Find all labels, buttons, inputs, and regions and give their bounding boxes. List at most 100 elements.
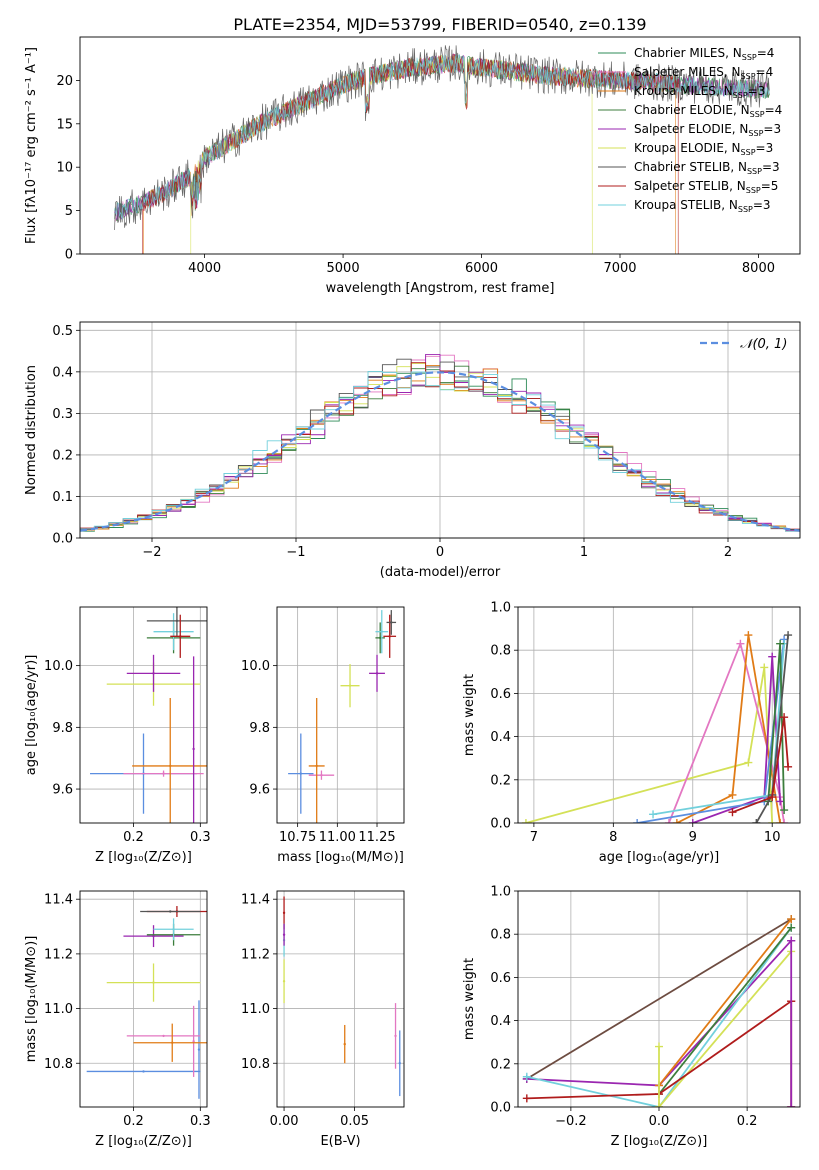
legend-entry: Kroupa MILES, NSSP=3 (634, 84, 765, 100)
series-line (526, 918, 792, 1080)
y-axis-label: mass [log₁₀(M/M⊙)] (24, 936, 39, 1063)
plus-marker (787, 915, 796, 924)
axes-frame (276, 606, 405, 824)
y-tick-label: 10.0 (44, 659, 73, 674)
panel-spectrum: 4000 5000 6000 7000 8000 0 5 10 15 20 wavelength [… (24, 36, 801, 296)
y-tick-label: 0.0 (490, 1101, 511, 1116)
data-point (343, 1042, 346, 1046)
panel-mass_vs_ebv: 0.00 0.05 10.8 11.0 11.2 11.4 E(B-V) (241, 890, 405, 1149)
y-axis-label: mass weight (462, 958, 477, 1040)
error-bar-point (308, 770, 335, 780)
legend-entry: Kroupa STELIB, NSSP=3 (634, 198, 771, 214)
axes-frame (79, 890, 208, 1108)
y-tick-label: 10 (56, 161, 73, 176)
y-tick-label: 11.4 (241, 893, 270, 908)
error-bar-point (383, 614, 397, 658)
x-tick-label: 1 (580, 545, 588, 560)
legend-entry: Salpeter STELIB, NSSP=5 (634, 179, 778, 195)
data-point (299, 772, 303, 775)
error-bar-point (140, 910, 201, 913)
y-tick-label: 0.3 (52, 407, 73, 422)
y-tick-label: 11.4 (44, 893, 73, 908)
error-bar-point (375, 622, 385, 654)
error-bar-point (369, 654, 385, 692)
panel-mass_vs_Z: 0.2 0.3 10.8 11.0 11.2 11.4 Z [log₁₀(Z/Z⊙)] mas… (24, 890, 211, 1149)
plot-area (80, 353, 800, 532)
x-tick-label: 5000 (327, 261, 360, 276)
y-tick-label: 0 (65, 248, 73, 263)
data-point (152, 934, 155, 938)
y-tick-label: 9.6 (52, 783, 73, 798)
series-line (190, 54, 593, 254)
series-line (732, 717, 789, 814)
x-tick-label: 0.2 (123, 830, 144, 845)
series-line (692, 656, 781, 823)
axes-frame (79, 36, 801, 255)
series-line (676, 634, 781, 823)
plus-marker (521, 819, 530, 823)
y-tick-label: 0.5 (52, 324, 73, 339)
plot-area (90, 607, 207, 823)
panel-age_vs_mass: 10.75 11.00 11.25 9.6 9.8 10.0 mass [log₁₀(M/M… (241, 606, 405, 865)
plus-marker (664, 819, 673, 823)
data-point (162, 772, 165, 775)
y-tick-label: 0.4 (490, 730, 511, 745)
x-axis-label: Z [log₁₀(Z/Z⊙)] (95, 1134, 192, 1149)
x-axis-label: age [log₁₀(age/yr)] (599, 850, 720, 865)
y-tick-label: 0.4 (52, 365, 73, 380)
data-point (192, 1040, 195, 1043)
y-tick-label: 0.0 (52, 532, 73, 547)
plus-marker (728, 808, 737, 817)
x-tick-label: 0.2 (123, 1114, 144, 1129)
error-bar-point (170, 614, 191, 658)
data-point (320, 773, 323, 777)
x-tick-label: 7000 (603, 261, 636, 276)
x-tick-label: 10.75 (279, 830, 316, 845)
plus-marker (776, 797, 785, 806)
data-point (380, 630, 383, 633)
data-point (394, 1034, 397, 1038)
data-point (378, 636, 382, 640)
data-point (152, 981, 155, 984)
x-axis-label: mass [log₁₀(M/M⊙)] (277, 850, 404, 865)
error-bar-point (106, 963, 201, 1002)
data-point (152, 672, 155, 675)
legend: 𝒩(0, 1) (700, 337, 787, 352)
plus-marker (752, 819, 761, 823)
data-point (197, 1048, 201, 1051)
error-bar-point (386, 610, 397, 635)
data-point (172, 928, 175, 931)
plus-marker (768, 819, 777, 823)
x-tick-label: 10 (764, 830, 781, 845)
plus-marker (787, 936, 796, 945)
y-tick-label: 11.2 (44, 947, 73, 962)
y-tick-label: 1.0 (490, 601, 511, 616)
x-tick-label: −2 (142, 545, 161, 560)
axes-frame (276, 890, 405, 1108)
plus-marker (633, 819, 642, 823)
x-axis-label: Z [log₁₀(Z/Z⊙)] (95, 850, 192, 865)
y-tick-label: 0.0 (490, 817, 511, 832)
y-tick-label: 0.2 (490, 1057, 511, 1072)
error-bar-point (133, 1023, 207, 1062)
error-bar-point (123, 925, 184, 948)
plot-area (288, 610, 397, 823)
data-point (162, 1034, 165, 1038)
y-tick-label: 0.1 (52, 490, 73, 505)
plus-marker (760, 663, 769, 672)
data-point (398, 1062, 401, 1065)
plus-marker (776, 819, 785, 823)
data-point (282, 933, 286, 936)
x-tick-label: 4000 (188, 261, 221, 276)
plot-area (282, 896, 401, 1097)
series-line (526, 927, 792, 1107)
y-tick-label: 9.6 (249, 783, 270, 798)
x-tick-label: −1 (286, 545, 305, 560)
plus-marker (784, 762, 793, 771)
plus-marker (787, 923, 796, 932)
plus-marker (728, 790, 737, 799)
data-point (282, 911, 286, 915)
error-bar-point (375, 610, 389, 654)
y-tick-label: 0.8 (490, 928, 511, 943)
